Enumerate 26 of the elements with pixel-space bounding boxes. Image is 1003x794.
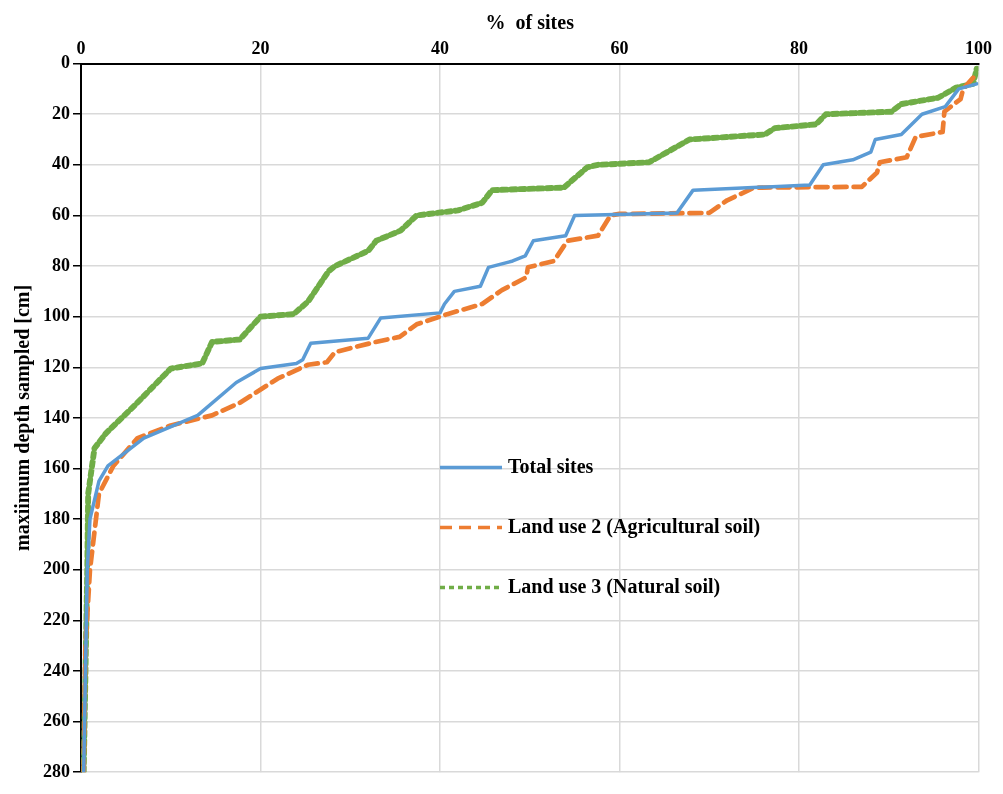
y-tick-label: 100 <box>43 305 70 326</box>
legend-label: Total sites <box>508 454 594 477</box>
x-tick-label: 80 <box>790 38 808 59</box>
legend-label: Land use 2 (Agricultural soil) <box>508 514 761 538</box>
y-tick-label: 280 <box>43 760 70 781</box>
x-tick-label: 40 <box>431 38 449 59</box>
y-tick-label: 0 <box>61 52 70 73</box>
y-tick-label: 240 <box>43 659 70 680</box>
y-tick-label: 160 <box>43 457 70 478</box>
y-tick-label: 80 <box>52 254 70 275</box>
y-tick-label: 200 <box>43 558 70 579</box>
y-tick-label: 20 <box>52 102 70 123</box>
x-tick-label: 60 <box>610 38 629 59</box>
y-tick-label: 220 <box>43 609 70 630</box>
y-tick-label: 180 <box>43 507 70 528</box>
y-tick-label: 140 <box>43 406 70 427</box>
legend-label: Land use 3 (Natural soil) <box>508 574 721 598</box>
y-tick-label: 40 <box>52 153 70 174</box>
y-tick-label: 260 <box>43 710 70 731</box>
y-tick-label: 120 <box>43 355 70 376</box>
y-tick-label: 60 <box>52 204 70 225</box>
x-tick-label: 100 <box>965 38 992 59</box>
x-tick-label: 0 <box>76 38 86 59</box>
x-axis-title: % of sites <box>485 11 575 34</box>
x-tick-label: 20 <box>251 38 270 59</box>
y-axis-title: maxiimum depth sampled [cm] <box>11 284 35 551</box>
